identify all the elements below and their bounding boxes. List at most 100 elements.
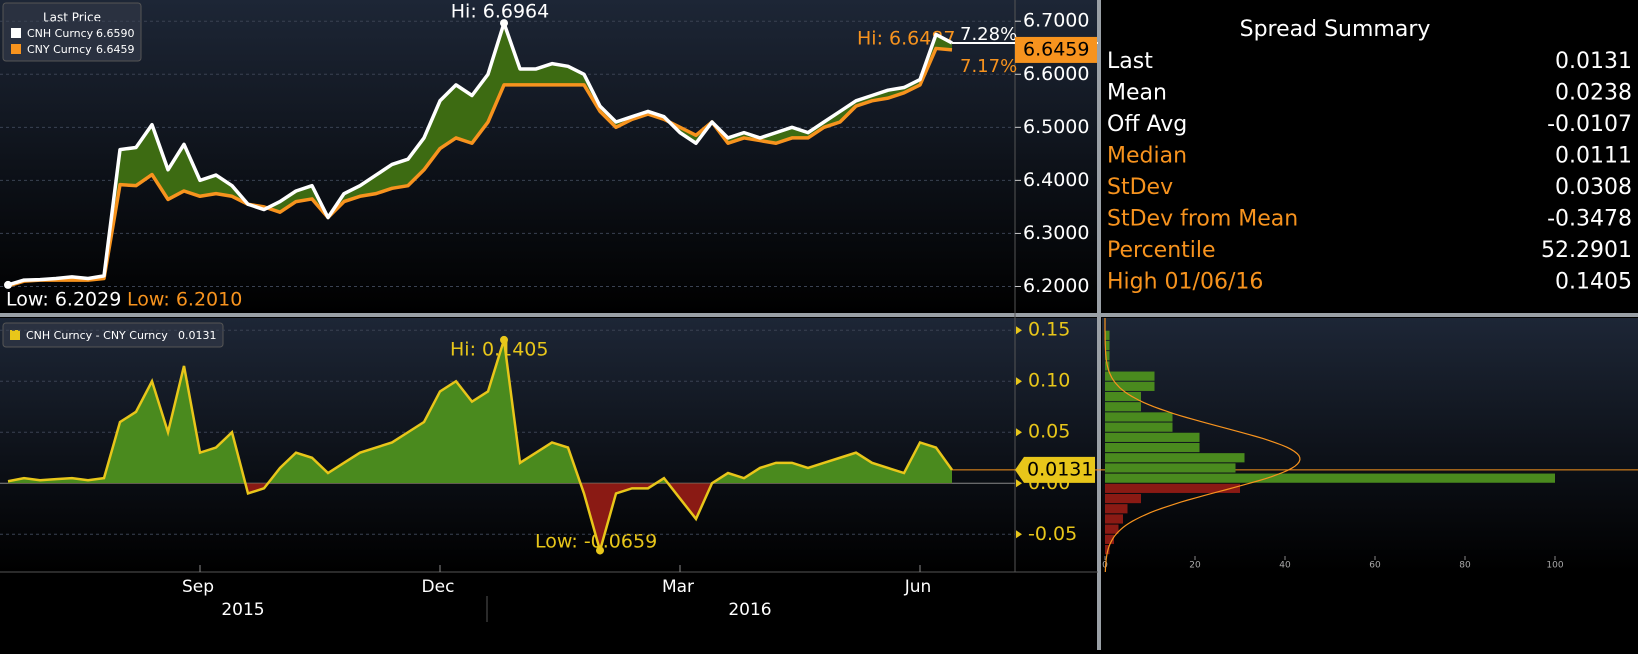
hist-bar	[1105, 330, 1110, 340]
summary-value: 0.0308	[1555, 175, 1632, 200]
legend-title: Last Price	[43, 11, 101, 25]
tick-mark	[1016, 479, 1022, 488]
hist-bar	[1105, 514, 1123, 524]
marker	[4, 280, 12, 289]
hist-bar	[1105, 524, 1119, 534]
summary-value: 52.2901	[1541, 238, 1632, 263]
line-series	[7, 46, 953, 288]
hist-bar	[1105, 483, 1240, 493]
last-box	[1015, 36, 1097, 63]
summary-value: -0.3478	[1547, 207, 1632, 232]
annotation: Low: 6.2029	[6, 289, 121, 311]
summary-label: Percentile	[1107, 238, 1216, 263]
hist-bar	[1105, 371, 1155, 381]
summary-value: 0.0238	[1555, 81, 1632, 106]
summary-label: High 01/06/16	[1107, 270, 1263, 295]
legend-value: 0.0131	[178, 329, 217, 342]
x-tick-label: 100	[1546, 561, 1563, 571]
marker	[500, 19, 508, 28]
x-tick-label: Dec	[422, 577, 455, 597]
hist-bar	[1105, 422, 1173, 432]
separator	[0, 313, 1638, 317]
y-tick-label: 6.6000	[1023, 63, 1089, 85]
y-tick-label: 0.15	[1028, 319, 1070, 341]
annotation: Low: 6.2010	[127, 289, 242, 311]
summary-label: Off Avg	[1107, 112, 1187, 137]
y-tick-label: -0.05	[1028, 523, 1077, 545]
x-tick-label: Jun	[904, 577, 932, 597]
last-label: 0.0131	[1027, 458, 1093, 480]
x-tick-label: 20	[1189, 561, 1201, 571]
summary-value: -0.0107	[1547, 112, 1632, 137]
area-positive	[8, 339, 952, 484]
hist-bar	[1105, 473, 1555, 483]
hist-bar	[1105, 544, 1110, 555]
y-tick-label: 6.5000	[1023, 116, 1089, 138]
marker	[596, 546, 604, 555]
legend-swatch	[11, 28, 21, 38]
last-box	[1015, 456, 1095, 483]
marker	[500, 335, 508, 344]
hist-bar	[1105, 453, 1245, 463]
summary-label: Last	[1107, 49, 1153, 74]
legend-value: 6.6590	[96, 27, 135, 40]
summary-value: 0.0131	[1555, 49, 1632, 74]
legend-label: CNY Curncy	[27, 43, 92, 56]
summary-title: Spread Summary	[1240, 17, 1431, 42]
hist-bar	[1105, 412, 1173, 422]
separator	[1097, 0, 1101, 650]
tick-mark	[1016, 530, 1022, 539]
legend-label: CNH Curncy - CNY Curncy	[26, 329, 168, 342]
hist-bar	[1105, 391, 1141, 402]
x-tick-label: 40	[1279, 561, 1291, 571]
hist-bar	[1105, 534, 1114, 544]
hist-bar	[1105, 432, 1200, 442]
legend-swatch	[10, 330, 20, 340]
summary-label: Median	[1107, 144, 1187, 169]
line-series	[7, 339, 954, 556]
y-tick-label: 6.7000	[1023, 10, 1089, 32]
annotation: Low: -0.0659	[535, 531, 657, 553]
y-tick-label: 0.10	[1028, 370, 1070, 392]
hist-bar	[1105, 351, 1110, 361]
summary-label: Mean	[1107, 81, 1167, 106]
annotation: 7.28%	[960, 24, 1017, 45]
y-tick-label: 6.2000	[1023, 275, 1089, 297]
tick-mark	[1016, 377, 1022, 386]
y-tick-label: 6.3000	[1023, 222, 1089, 244]
summary-table: Last 0.0131 Mean 0.0238 Off Avg -0.0107 Median…	[1107, 49, 1632, 295]
x-tick-label: 60	[1369, 561, 1381, 571]
hist-bar	[1105, 493, 1141, 504]
x-group-label: 2016	[728, 600, 771, 620]
hist-bar	[1105, 504, 1128, 514]
legend-label: CNH Curncy	[27, 27, 94, 40]
hist-bar	[1105, 402, 1141, 412]
x-tick-label: 80	[1459, 561, 1471, 571]
hist-bar	[1105, 442, 1200, 453]
x-tick-label: Sep	[182, 577, 214, 597]
tick-mark	[1016, 326, 1022, 335]
annotation: Hi: 0.1405	[450, 339, 549, 361]
legend-value: 6.6459	[96, 43, 135, 56]
line-series	[7, 21, 953, 287]
summary-label: StDev from Mean	[1107, 207, 1298, 232]
hist-bar	[1105, 381, 1155, 391]
last-label: 6.6459	[1023, 38, 1089, 60]
legend-swatch	[11, 44, 21, 54]
tick-mark	[1016, 428, 1022, 437]
legend-box	[2, 2, 142, 62]
hist-bar	[1105, 463, 1236, 473]
summary-value: 0.1405	[1555, 270, 1632, 295]
y-tick-label: 6.4000	[1023, 169, 1089, 191]
hist-bar	[1105, 340, 1110, 351]
legend-box	[2, 322, 224, 348]
summary-label: StDev	[1107, 175, 1173, 200]
x-group-label: 2015	[221, 600, 264, 620]
y-tick-label: 0.05	[1028, 421, 1070, 443]
summary-value: 0.0111	[1555, 144, 1632, 169]
x-tick-label: Mar	[662, 577, 694, 597]
annotation: Hi: 6.6964	[451, 1, 550, 23]
annotation: 7.17%	[960, 56, 1017, 77]
normal-curve	[1104, 318, 1301, 573]
